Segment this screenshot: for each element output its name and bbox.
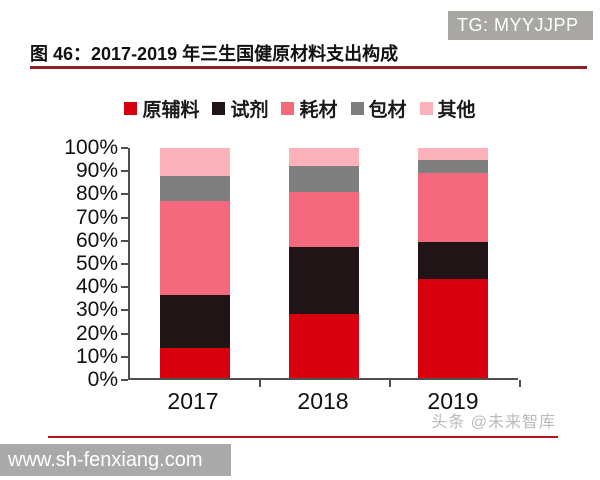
y-tick-mark — [121, 355, 128, 358]
y-tick-mark — [121, 309, 128, 312]
y-tick-mark — [121, 263, 128, 265]
legend-swatch-试剂 — [212, 101, 226, 115]
y-axis-ticks — [121, 147, 128, 381]
legend-label: 包材 — [368, 99, 407, 121]
x-tick-mark — [389, 380, 391, 387]
y-tick-mark — [121, 147, 128, 149]
legend-swatch-耗材 — [281, 101, 295, 115]
bar-segment-包材 — [159, 175, 230, 201]
bar-segment-包材 — [288, 166, 359, 192]
stacked-bar-2019 — [418, 148, 489, 378]
y-tick-mark — [121, 379, 128, 381]
banner-text: TG: MYYJJPP — [457, 15, 579, 35]
bar-segment-原辅料 — [418, 279, 489, 378]
bar-segment-试剂 — [288, 246, 359, 314]
y-tick-mark — [121, 286, 128, 289]
legend-label: 耗材 — [299, 99, 338, 121]
bar-group-container — [130, 148, 518, 378]
y-tick-label: 50% — [75, 252, 118, 275]
y-tick-label: 40% — [75, 275, 118, 299]
bar-segment-耗材 — [159, 200, 230, 296]
x-tick-mark — [519, 380, 521, 387]
bottom-divider-rule — [48, 436, 558, 438]
legend-item: 原辅料 — [124, 95, 199, 122]
bar-segment-耗材 — [418, 173, 489, 243]
legend-item: 耗材 — [281, 95, 338, 122]
x-tick-mark — [259, 380, 261, 387]
y-tick-label: 10% — [75, 344, 118, 368]
y-tick-mark — [121, 170, 128, 173]
footer-url-text: www.sh-fenxiang.com — [8, 448, 203, 471]
y-tick-mark — [121, 332, 128, 335]
bar-segment-包材 — [418, 159, 489, 174]
telegram-watermark-banner: TG: MYYJJPP — [448, 11, 593, 40]
legend-item: 试剂 — [212, 95, 268, 122]
y-tick-label: 70% — [75, 205, 118, 229]
bar-segment-试剂 — [418, 242, 489, 280]
legend-label: 原辅料 — [142, 99, 200, 121]
bar-segment-原辅料 — [159, 348, 230, 378]
legend-swatch-包材 — [350, 101, 364, 115]
x-axis-labels: 2017 2018 2019 — [128, 388, 518, 415]
x-tick-label: 2018 — [297, 388, 349, 414]
y-axis-labels: 0% 10% 20% 30% 40% 50% 60% 70% 80% 90% 100% — [30, 136, 118, 391]
stacked-bar-2017 — [159, 148, 230, 378]
title-underline-rule — [30, 66, 587, 69]
chart-legend: 原辅料 试剂 耗材 包材 其他 — [0, 95, 600, 121]
bar-segment-耗材 — [288, 191, 359, 247]
footer-url-bar: www.sh-fenxiang.com — [0, 444, 231, 476]
legend-swatch-其他 — [419, 101, 433, 115]
bar-segment-其他 — [418, 148, 489, 160]
x-tick-label: 2019 — [427, 388, 479, 414]
plot-area — [128, 148, 521, 387]
legend-item: 其他 — [419, 95, 476, 122]
y-tick-label: 30% — [75, 298, 118, 322]
stacked-bar-2018 — [288, 148, 359, 378]
y-tick-mark — [121, 239, 128, 242]
legend-item: 包材 — [350, 95, 407, 122]
bar-segment-其他 — [159, 148, 230, 176]
legend-swatch-原辅料 — [124, 101, 138, 115]
y-tick-label: 60% — [75, 228, 118, 252]
x-tick-label: 2017 — [167, 388, 219, 414]
bar-segment-试剂 — [159, 295, 230, 349]
bar-segment-其他 — [288, 148, 359, 167]
figure-title: 图 46：2017-2019 年三生国健原材料支出构成 — [30, 44, 399, 64]
y-tick-label: 90% — [75, 159, 118, 183]
y-tick-label: 0% — [87, 368, 118, 391]
toutiao-watermark: 头条 @未来智库 — [431, 414, 556, 431]
legend-label: 试剂 — [230, 99, 269, 121]
y-tick-mark — [121, 193, 128, 196]
y-tick-mark — [121, 216, 128, 219]
y-tick-label: 100% — [64, 136, 118, 159]
legend-label: 其他 — [437, 99, 476, 121]
y-tick-label: 80% — [75, 182, 118, 206]
y-tick-label: 20% — [75, 321, 118, 345]
bar-segment-原辅料 — [288, 313, 359, 378]
